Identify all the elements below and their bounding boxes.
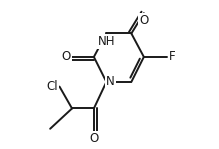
Text: O: O — [89, 132, 99, 145]
Text: F: F — [169, 50, 175, 63]
Text: NH: NH — [98, 35, 115, 48]
Text: O: O — [139, 14, 148, 27]
Text: O: O — [61, 50, 71, 63]
Text: Cl: Cl — [46, 80, 58, 93]
Text: N: N — [106, 75, 115, 88]
